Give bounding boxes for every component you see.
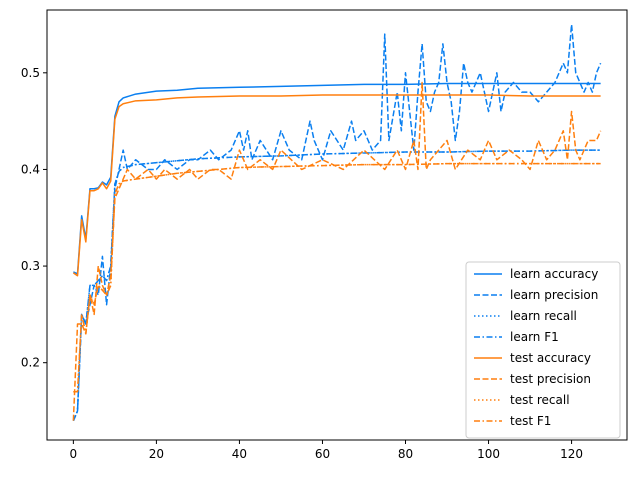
series-line-test-accuracy [72, 94, 601, 277]
legend-label-test-accuracy: test accuracy [510, 351, 591, 365]
series-line-learn-precision [72, 23, 602, 421]
x-tick-label: 60 [315, 447, 330, 461]
legend-label-learn-recall: learn recall [510, 309, 577, 323]
series-line-test-recall [73, 162, 601, 393]
x-tick-label: 80 [398, 447, 413, 461]
legend-label-test-f1: test F1 [510, 414, 551, 428]
legend-label-learn-f1: learn F1 [510, 330, 559, 344]
series-line-learn-accuracy [73, 82, 601, 275]
x-tick-label: 20 [149, 447, 164, 461]
legend-box [465, 261, 621, 439]
x-tick-label: 120 [560, 447, 583, 461]
y-tick-label: 0.3 [21, 259, 40, 273]
legend-label-learn-precision: learn precision [510, 288, 598, 302]
series-line-test-f1 [73, 162, 601, 393]
y-tick-label: 0.4 [21, 162, 40, 176]
axes-frame [46, 9, 628, 441]
y-tick-label: 0.5 [21, 66, 40, 80]
x-axis-ticks: 0 20 40 60 80 100 120 [70, 440, 583, 461]
legend-label-learn-accuracy: learn accuracy [510, 267, 598, 281]
x-tick-label: 100 [477, 447, 500, 461]
series-line-test-precision [72, 81, 602, 421]
legend-label-test-recall: test recall [510, 393, 570, 407]
y-axis-ticks: 0.2 0.3 0.4 0.5 [21, 66, 47, 370]
x-tick-label: 0 [70, 447, 78, 461]
x-tick-label: 40 [232, 447, 247, 461]
series-line-learn-f1 [72, 149, 601, 421]
y-tick-label: 0.2 [21, 356, 40, 370]
series-layer [72, 23, 602, 421]
legend-label-test-precision: test precision [510, 372, 591, 386]
legend: learn accuracy learn precision learn recal… [465, 261, 621, 439]
